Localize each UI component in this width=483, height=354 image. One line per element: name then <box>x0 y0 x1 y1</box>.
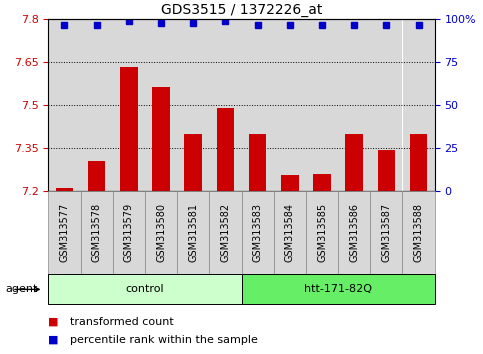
Bar <box>185 134 202 191</box>
Bar <box>113 19 145 191</box>
Bar <box>48 19 81 191</box>
Bar <box>313 174 331 191</box>
Text: GSM313585: GSM313585 <box>317 203 327 262</box>
Bar <box>177 19 209 191</box>
Bar <box>345 134 363 191</box>
Bar <box>338 19 370 191</box>
Text: GSM313578: GSM313578 <box>92 203 101 262</box>
Bar <box>56 188 73 191</box>
Text: ■: ■ <box>48 335 59 345</box>
Bar <box>145 19 177 191</box>
Text: GSM313579: GSM313579 <box>124 203 134 262</box>
Bar <box>410 134 427 191</box>
Text: agent: agent <box>6 284 38 295</box>
Bar <box>81 19 113 191</box>
Bar <box>88 161 105 191</box>
Text: GSM313584: GSM313584 <box>285 203 295 262</box>
Bar <box>370 19 402 191</box>
Text: control: control <box>126 284 164 295</box>
Text: GSM313582: GSM313582 <box>220 203 230 262</box>
Text: ■: ■ <box>48 317 59 327</box>
Bar <box>402 19 435 191</box>
Text: transformed count: transformed count <box>70 317 174 327</box>
Text: GSM313587: GSM313587 <box>382 203 391 262</box>
Bar <box>216 108 234 191</box>
Bar <box>378 150 395 191</box>
Text: GSM313586: GSM313586 <box>349 203 359 262</box>
Bar <box>152 87 170 191</box>
Bar <box>281 176 298 191</box>
Bar <box>120 67 138 191</box>
Text: htt-171-82Q: htt-171-82Q <box>304 284 372 295</box>
Title: GDS3515 / 1372226_at: GDS3515 / 1372226_at <box>161 3 322 17</box>
Bar <box>249 134 267 191</box>
Bar <box>274 19 306 191</box>
Text: GSM313588: GSM313588 <box>413 203 424 262</box>
Text: GSM313580: GSM313580 <box>156 203 166 262</box>
Text: percentile rank within the sample: percentile rank within the sample <box>70 335 258 345</box>
Text: GSM313577: GSM313577 <box>59 203 70 262</box>
Text: GSM313583: GSM313583 <box>253 203 263 262</box>
Text: GSM313581: GSM313581 <box>188 203 198 262</box>
Bar <box>209 19 242 191</box>
Bar <box>306 19 338 191</box>
Bar <box>242 19 274 191</box>
